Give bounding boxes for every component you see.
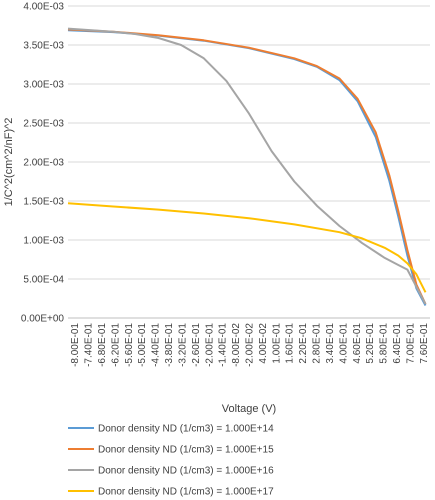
y-tick-label: 3.50E-03 xyxy=(23,41,64,52)
x-tick-label: 2.80E-01 xyxy=(312,323,323,364)
x-tick-label: 7.00E-01 xyxy=(405,323,416,364)
y-tick-label: 0.00E+00 xyxy=(21,314,65,325)
x-tick-label: -4.40E-01 xyxy=(151,323,162,367)
y-tick-label: 5.00E-04 xyxy=(23,275,64,286)
x-tick-label: -7.40E-01 xyxy=(84,323,95,367)
x-tick-label: -6.80E-01 xyxy=(97,323,108,367)
series-layer xyxy=(67,27,427,306)
x-tick-label: 4.00E-02 xyxy=(258,323,269,364)
x-axis-label: Voltage (V) xyxy=(222,403,276,415)
legend-item: Donor density ND (1/cm3) = 1.000E+15 xyxy=(68,445,274,456)
y-tick-label: 2.50E-03 xyxy=(23,119,64,130)
y-tick-label: 2.00E-03 xyxy=(23,158,64,169)
x-tick-label: 1.60E-01 xyxy=(285,323,296,364)
legend-item: Donor density ND (1/cm3) = 1.000E+17 xyxy=(68,487,274,498)
y-axis-label: 1/C^2(cm^2/nF)^2 xyxy=(3,118,15,207)
x-tick-label: 4.00E-01 xyxy=(338,323,349,364)
x-tick-label: -8.00E-02 xyxy=(231,323,242,367)
series-line-4 xyxy=(67,202,427,293)
x-tick-label: -3.20E-01 xyxy=(177,323,188,367)
legend-label: Donor density ND (1/cm3) = 1.000E+16 xyxy=(98,466,274,477)
y-axis-ticks: 0.00E+00 5.00E-04 1.00E-03 1.50E-03 2.00E-03… xyxy=(21,2,65,325)
y-tick-label: 1.00E-03 xyxy=(23,236,64,247)
series-line-2 xyxy=(67,28,427,305)
x-tick-label: 5.20E-01 xyxy=(365,323,376,364)
legend-item: Donor density ND (1/cm3) = 1.000E+16 xyxy=(68,466,274,477)
x-tick-label: -5.60E-01 xyxy=(124,323,135,367)
grid-layer xyxy=(68,5,430,280)
x-tick-label: 5.80E-01 xyxy=(379,323,390,364)
x-tick-label: 1.00E-01 xyxy=(271,323,282,364)
y-tick-label: 1.50E-03 xyxy=(23,197,64,208)
legend-label: Donor density ND (1/cm3) = 1.000E+17 xyxy=(98,487,274,498)
legend-label: Donor density ND (1/cm3) = 1.000E+15 xyxy=(98,445,274,456)
x-tick-label: 6.40E-01 xyxy=(392,323,403,364)
x-tick-label: -6.20E-01 xyxy=(110,323,121,367)
x-tick-label: -5.00E-01 xyxy=(137,323,148,367)
x-tick-label: -3.80E-01 xyxy=(164,323,175,367)
x-tick-label: 4.60E-01 xyxy=(352,323,363,364)
series-line-1 xyxy=(67,29,427,306)
x-axis-ticks: -8.00E-01 -7.40E-01 -6.80E-01 -6.20E-01 -5.6… xyxy=(70,323,430,367)
x-tick-label: 3.40E-01 xyxy=(325,323,336,364)
x-tick-label: -2.00E-02 xyxy=(245,323,256,367)
y-tick-label: 4.00E-03 xyxy=(23,2,64,13)
x-tick-label: -8.00E-01 xyxy=(70,323,81,367)
x-tick-label: 2.20E-01 xyxy=(298,323,309,364)
legend: Donor density ND (1/cm3) = 1.000E+14 Dono… xyxy=(68,424,274,498)
legend-label: Donor density ND (1/cm3) = 1.000E+14 xyxy=(98,424,274,435)
series-line-3 xyxy=(67,27,427,305)
x-tick-label: -2.60E-01 xyxy=(191,323,202,367)
y-tick-label: 3.00E-03 xyxy=(23,80,64,91)
legend-item: Donor density ND (1/cm3) = 1.000E+14 xyxy=(68,424,274,435)
x-tick-label: 7.60E-01 xyxy=(419,323,430,364)
x-tick-label: -1.40E-01 xyxy=(218,323,229,367)
x-tick-label: -2.00E-01 xyxy=(204,323,215,367)
